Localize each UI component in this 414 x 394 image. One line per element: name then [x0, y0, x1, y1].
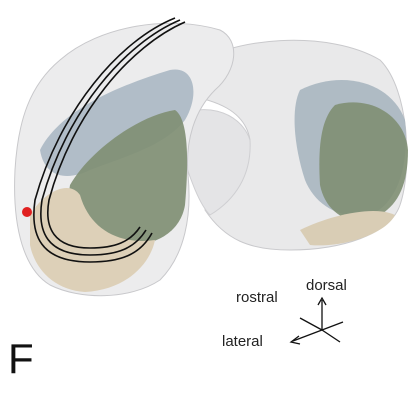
panel-label: F — [8, 335, 34, 382]
rostral-label: rostral — [236, 289, 278, 306]
brain-render: dorsal rostral lateral F — [0, 0, 414, 394]
orientation-axes — [291, 298, 343, 344]
figure-panel: dorsal rostral lateral F — [0, 0, 414, 394]
red-marker — [22, 207, 32, 217]
lateral-label: lateral — [222, 333, 263, 350]
dorsal-label: dorsal — [306, 277, 347, 294]
